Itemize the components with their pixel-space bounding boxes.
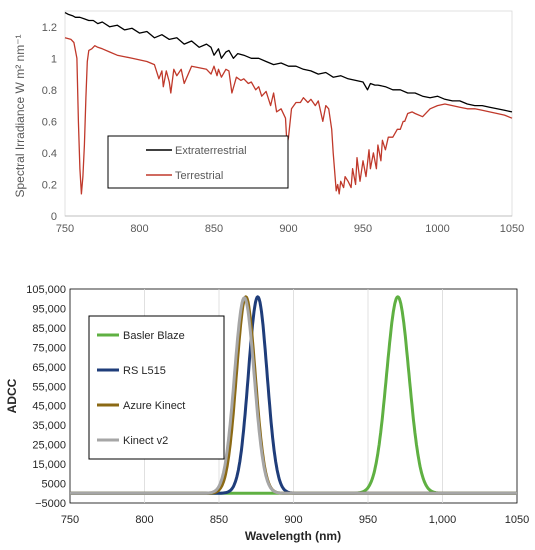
y-tick-label: 0.6	[42, 116, 57, 128]
y-tick-label: 25,000	[32, 440, 66, 452]
y-tick-label: 0.2	[42, 179, 57, 191]
y-tick-label: 0	[51, 211, 57, 223]
x-tick-label: 800	[135, 514, 153, 526]
x-tick-label: 750	[56, 223, 74, 235]
y-tick-label: 45,000	[32, 401, 66, 413]
y-tick-label: 75,000	[32, 342, 66, 354]
x-tick-label: 750	[61, 514, 79, 526]
y-tick-label: 5000	[42, 479, 66, 491]
y-tick-label: 35,000	[32, 420, 66, 432]
legend-bottom: Basler Blaze RS L515 Azure Kinect Kinect…	[88, 315, 225, 460]
x-tick-label: 1050	[505, 514, 529, 526]
adcc-chart: −5000 5000 15,000 25,000 35,000 45,000 55,000 6…	[5, 284, 529, 543]
x-tick-labels-top: 750 800 850 900 950 1000 1050	[56, 223, 524, 235]
x-tick-label: 1050	[500, 223, 524, 235]
y-tick-label: 1.2	[42, 22, 57, 34]
series-line-kinect-v2	[69, 296, 518, 495]
x-tick-label: 850	[205, 223, 223, 235]
y-tick-label: 15,000	[32, 459, 66, 471]
x-tick-label: 850	[210, 514, 228, 526]
y-tick-label: 0.4	[42, 148, 57, 160]
x-tick-label: 950	[359, 514, 377, 526]
x-tick-label: 1,000	[429, 514, 457, 526]
y-tick-label: −5000	[35, 498, 66, 510]
y-tick-labels-bottom: −5000 5000 15,000 25,000 35,000 45,000 55,000 6…	[26, 284, 66, 510]
legend-label-terrestrial: Terrestrial	[175, 170, 223, 182]
y-axis-title-top: Spectral Irradiance W m² nm⁻¹	[13, 34, 27, 197]
series-group-bottom	[69, 295, 518, 495]
legend-label-kinect-v2: Kinect v2	[123, 435, 168, 447]
y-tick-label: 95,000	[32, 303, 66, 315]
legend-box-top	[107, 135, 289, 189]
legend-label-extraterrestrial: Extraterrestrial	[175, 145, 247, 157]
x-tick-label: 1000	[425, 223, 449, 235]
y-tick-label: 1	[51, 53, 57, 65]
x-axis-title-bottom: Wavelength (nm)	[245, 529, 341, 543]
x-tick-labels-bottom: 750 800 850 900 950 1,000 1050	[61, 514, 529, 526]
y-axis-title-bottom: ADCC	[5, 378, 19, 413]
x-tick-label: 900	[279, 223, 297, 235]
y-tick-label: 0.8	[42, 85, 57, 97]
legend-box-bottom	[88, 315, 225, 460]
legend-label-azure-kinect: Azure Kinect	[123, 400, 185, 412]
y-tick-labels-top: 0 0.2 0.4 0.6 0.8 1 1.2	[42, 22, 57, 223]
x-tick-label: 950	[354, 223, 372, 235]
legend-top: Extraterrestrial Terrestrial	[107, 135, 289, 189]
series-line-extraterrestrial	[64, 12, 513, 113]
y-tick-label: 105,000	[26, 284, 66, 296]
y-tick-label: 65,000	[32, 362, 66, 374]
legend-label-rs-l515: RS L515	[123, 365, 166, 377]
y-tick-label: 55,000	[32, 381, 66, 393]
x-tick-label: 900	[284, 514, 302, 526]
legend-label-basler-blaze: Basler Blaze	[123, 330, 185, 342]
y-tick-label: 85,000	[32, 323, 66, 335]
x-tick-label: 800	[130, 223, 148, 235]
irradiance-chart: 0 0.2 0.4 0.6 0.8 1 1.2 750 800 850 900 950 1000 105…	[13, 10, 524, 235]
